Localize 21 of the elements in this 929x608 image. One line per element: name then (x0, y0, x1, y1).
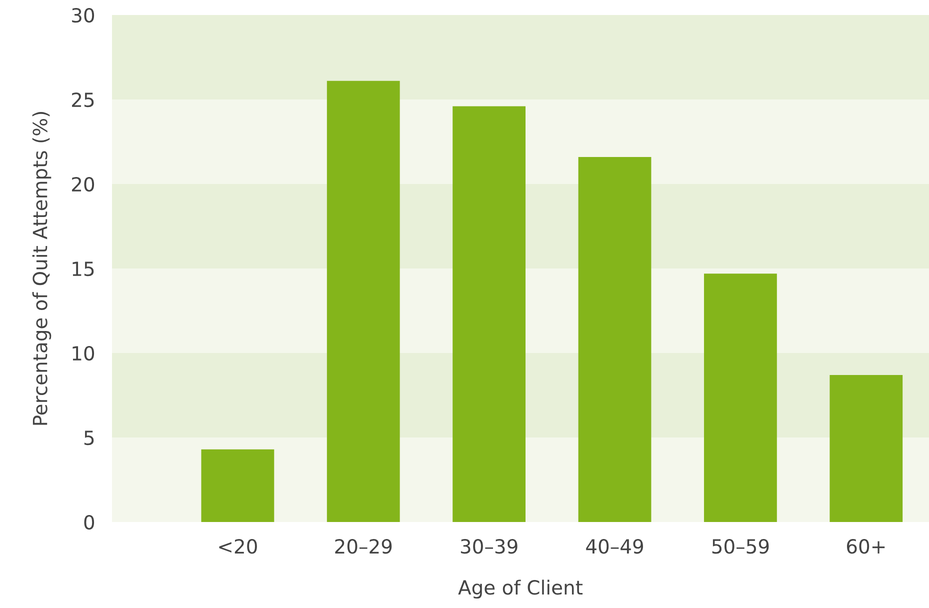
bar (578, 156, 652, 522)
bar (704, 274, 777, 522)
bar (452, 106, 526, 522)
y-tick-label: 20 (72, 176, 94, 192)
x-tick-label: 50–59 (712, 539, 769, 554)
y-tick-label: 0 (84, 514, 94, 530)
x-tick-label: <20 (219, 539, 257, 554)
y-tick-label: 15 (72, 262, 94, 276)
y-tick-label: 10 (72, 346, 94, 361)
y-tick-label: 30 (72, 8, 94, 23)
y-axis-title: Percentage of Quit Attempts (%) (32, 112, 52, 425)
y-tick-label: 25 (72, 92, 94, 108)
x-axis-title: Age of Client (458, 580, 583, 599)
bar (830, 374, 903, 522)
x-tick-label: 40–49 (586, 539, 644, 554)
bar (326, 80, 400, 522)
x-tick-label: 20–29 (335, 539, 392, 554)
x-tick-label: 30–39 (460, 539, 518, 554)
x-tick-label: 60+ (846, 539, 885, 554)
bar (201, 449, 274, 522)
y-tick-label: 5 (84, 430, 94, 446)
